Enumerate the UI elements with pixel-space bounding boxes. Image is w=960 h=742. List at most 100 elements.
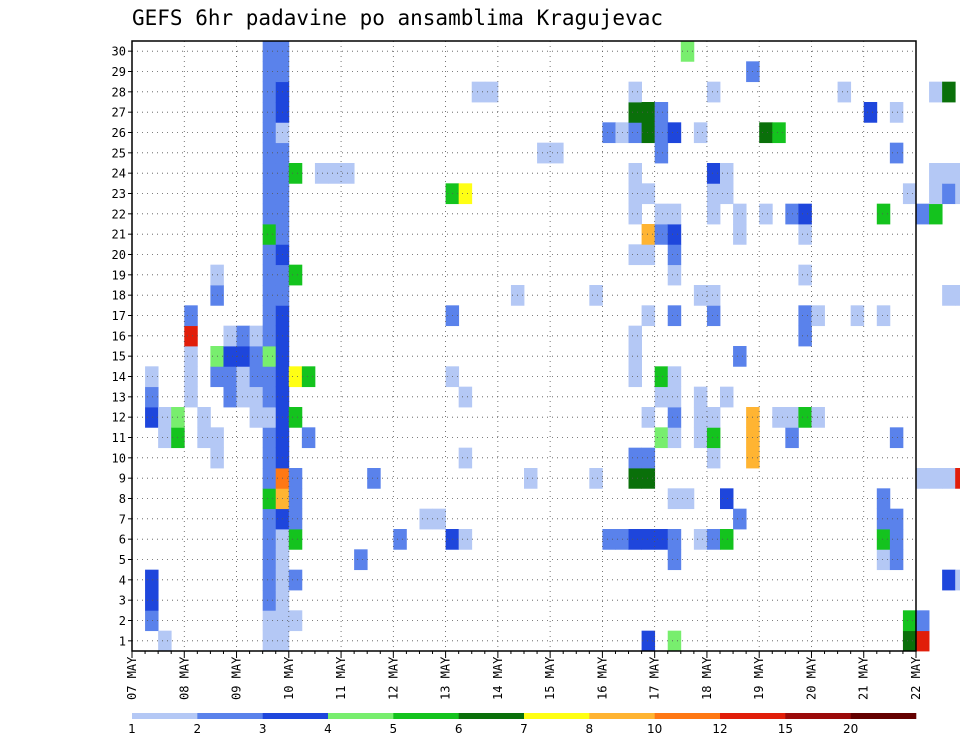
legend-swatch bbox=[458, 713, 525, 719]
heatmap-cell bbox=[249, 325, 264, 347]
heatmap-cell bbox=[667, 224, 682, 245]
heatmap-cell bbox=[798, 203, 812, 225]
heatmap-cell bbox=[654, 386, 669, 408]
heatmap-cell bbox=[628, 203, 642, 225]
heatmap-cell bbox=[628, 529, 642, 550]
heatmap-cell bbox=[184, 386, 198, 408]
heatmap-cell bbox=[667, 427, 682, 449]
x-tick-label: 11 MAY bbox=[334, 656, 348, 700]
heatmap-cell bbox=[249, 407, 264, 428]
y-axis: 1234567891011121314151617181920212223242… bbox=[112, 45, 132, 648]
legend-swatch bbox=[524, 713, 590, 719]
heatmap-cell bbox=[641, 407, 656, 428]
heatmap-cell bbox=[733, 224, 747, 245]
heatmap-cell bbox=[929, 81, 943, 103]
heatmap-cell bbox=[145, 366, 159, 388]
heatmap-cell bbox=[876, 203, 891, 225]
legend-swatch bbox=[785, 713, 851, 719]
heatmap-cell bbox=[262, 407, 277, 428]
heatmap-cell bbox=[693, 122, 708, 144]
x-tick-label: 18 MAY bbox=[700, 656, 714, 700]
heatmap-cell bbox=[471, 81, 486, 103]
heatmap-cell bbox=[929, 163, 943, 184]
heatmap-cell bbox=[484, 81, 499, 103]
heatmap-cell bbox=[706, 163, 721, 184]
y-tick-label: 16 bbox=[112, 329, 126, 343]
heatmap-cell bbox=[328, 163, 342, 184]
heatmap-cell bbox=[158, 630, 172, 652]
heatmap-cell bbox=[641, 224, 656, 245]
heatmap-cell bbox=[733, 346, 747, 367]
x-tick-label: 13 MAY bbox=[439, 656, 453, 700]
y-tick-label: 22 bbox=[112, 207, 126, 221]
x-axis: 07 MAY 08 MAY 09 MAY 10 MAY 11 MAY 12 MAY 13 M… bbox=[125, 651, 923, 700]
y-tick-label: 27 bbox=[112, 106, 126, 120]
heatmap-cell bbox=[929, 468, 943, 489]
heatmap-cell bbox=[262, 285, 277, 306]
heatmap-cell bbox=[654, 427, 669, 449]
y-tick-label: 26 bbox=[112, 126, 126, 140]
heatmap-cell bbox=[262, 61, 277, 83]
heatmap-cell bbox=[654, 366, 669, 388]
heatmap-cell bbox=[641, 102, 656, 123]
heatmap-cell bbox=[223, 366, 237, 388]
heatmap-cell bbox=[641, 305, 656, 327]
heatmap-cell bbox=[262, 590, 277, 611]
heatmap-cell bbox=[288, 264, 303, 286]
heatmap-cell bbox=[889, 508, 904, 530]
heatmap-cell bbox=[262, 142, 277, 164]
heatmap-cell bbox=[720, 386, 734, 408]
legend-label: 15 bbox=[778, 722, 793, 736]
heatmap-cell bbox=[288, 529, 303, 550]
heatmap-cell bbox=[889, 142, 904, 164]
x-tick-label: 07 MAY bbox=[125, 656, 139, 700]
x-tick-label: 12 MAY bbox=[386, 656, 400, 700]
legend-label: 8 bbox=[586, 722, 594, 736]
y-tick-label: 3 bbox=[119, 594, 126, 608]
y-tick-label: 20 bbox=[112, 248, 126, 262]
heatmap-cell bbox=[262, 468, 277, 489]
heatmap-cell bbox=[262, 549, 277, 571]
heatmap-cell bbox=[262, 224, 277, 245]
y-tick-label: 1 bbox=[119, 634, 126, 648]
heatmap-cell bbox=[667, 366, 682, 388]
heatmap-cell bbox=[955, 183, 960, 205]
heatmap-cell bbox=[602, 122, 616, 144]
heatmap-cell bbox=[262, 81, 277, 103]
heatmap-cell bbox=[955, 163, 960, 184]
heatmap-cell bbox=[628, 366, 642, 388]
heatmap-cell bbox=[798, 305, 812, 327]
heatmap-cell bbox=[772, 122, 786, 144]
heatmap-cell bbox=[929, 183, 943, 205]
heatmap-cell bbox=[458, 529, 473, 550]
heatmap-cell bbox=[288, 610, 303, 632]
legend-swatch bbox=[262, 713, 329, 719]
y-tick-label: 9 bbox=[119, 472, 126, 486]
heatmap-cell bbox=[458, 447, 473, 469]
heatmap-cell bbox=[811, 407, 825, 428]
heatmap-cell bbox=[236, 346, 250, 367]
heatmap-cell bbox=[693, 427, 708, 449]
grid-lines bbox=[132, 41, 916, 651]
heatmap-cell bbox=[667, 264, 682, 286]
y-tick-label: 12 bbox=[112, 411, 126, 425]
heatmap-cell bbox=[667, 122, 682, 144]
x-tick-label: 09 MAY bbox=[230, 656, 244, 700]
heatmap-cell bbox=[706, 81, 721, 103]
y-tick-label: 8 bbox=[119, 492, 126, 506]
heatmap-cell bbox=[706, 285, 721, 306]
heatmap-cell bbox=[641, 468, 656, 489]
heatmap-cell bbox=[236, 325, 250, 347]
legend-label: 7 bbox=[520, 722, 528, 736]
heatmap-cell bbox=[759, 122, 773, 144]
legend-swatch bbox=[850, 713, 917, 719]
legend-label: 6 bbox=[455, 722, 463, 736]
heatmap-cell bbox=[145, 386, 159, 408]
y-tick-label: 14 bbox=[112, 370, 126, 384]
legend-swatch bbox=[328, 713, 394, 719]
heatmap-cell bbox=[667, 244, 682, 266]
heatmap-cell bbox=[262, 325, 277, 347]
heatmap-cell bbox=[693, 285, 708, 306]
heatmap-cell bbox=[667, 549, 682, 571]
